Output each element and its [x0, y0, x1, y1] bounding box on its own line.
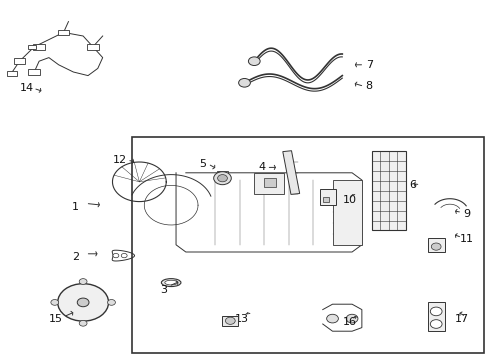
Bar	[322, 197, 328, 202]
Bar	[427, 302, 444, 331]
Bar	[320, 189, 335, 205]
Bar	[14, 58, 25, 64]
Circle shape	[79, 279, 87, 284]
Text: 7: 7	[365, 60, 372, 70]
Text: 12: 12	[113, 155, 126, 165]
Ellipse shape	[164, 280, 177, 285]
Circle shape	[248, 57, 260, 66]
Text: 14: 14	[20, 83, 34, 93]
Bar	[282, 151, 299, 194]
Circle shape	[213, 172, 231, 185]
Circle shape	[79, 320, 87, 326]
Circle shape	[51, 300, 59, 305]
Circle shape	[107, 300, 115, 305]
Bar	[28, 45, 36, 49]
Circle shape	[430, 243, 440, 250]
Bar	[217, 171, 227, 182]
Text: 17: 17	[454, 314, 468, 324]
Text: 2: 2	[72, 252, 79, 262]
Circle shape	[326, 314, 338, 323]
Circle shape	[429, 307, 441, 316]
Bar	[87, 44, 99, 50]
Bar	[427, 238, 444, 252]
Text: 1: 1	[72, 202, 79, 212]
Circle shape	[238, 78, 250, 87]
Text: 4: 4	[258, 162, 264, 172]
Bar	[28, 69, 40, 75]
Circle shape	[58, 284, 108, 321]
Circle shape	[346, 314, 357, 323]
Circle shape	[113, 253, 119, 258]
Bar	[58, 30, 69, 35]
Text: 13: 13	[235, 314, 248, 324]
Circle shape	[217, 175, 227, 182]
Bar	[254, 173, 283, 194]
Bar	[264, 178, 276, 187]
Bar	[222, 316, 238, 326]
Text: 3: 3	[160, 285, 167, 295]
Circle shape	[225, 317, 235, 324]
Bar	[7, 71, 17, 76]
Text: 16: 16	[342, 317, 356, 327]
Ellipse shape	[161, 279, 181, 287]
Bar	[33, 44, 45, 50]
Text: 15: 15	[49, 314, 63, 324]
Text: 8: 8	[365, 81, 372, 91]
Circle shape	[121, 253, 127, 258]
Text: 11: 11	[459, 234, 473, 244]
Circle shape	[77, 298, 89, 307]
Text: 6: 6	[409, 180, 416, 190]
Bar	[332, 180, 361, 245]
Circle shape	[429, 320, 441, 328]
Bar	[371, 151, 405, 230]
Text: 5: 5	[199, 159, 206, 169]
Text: 9: 9	[463, 209, 469, 219]
Text: 10: 10	[342, 195, 356, 205]
